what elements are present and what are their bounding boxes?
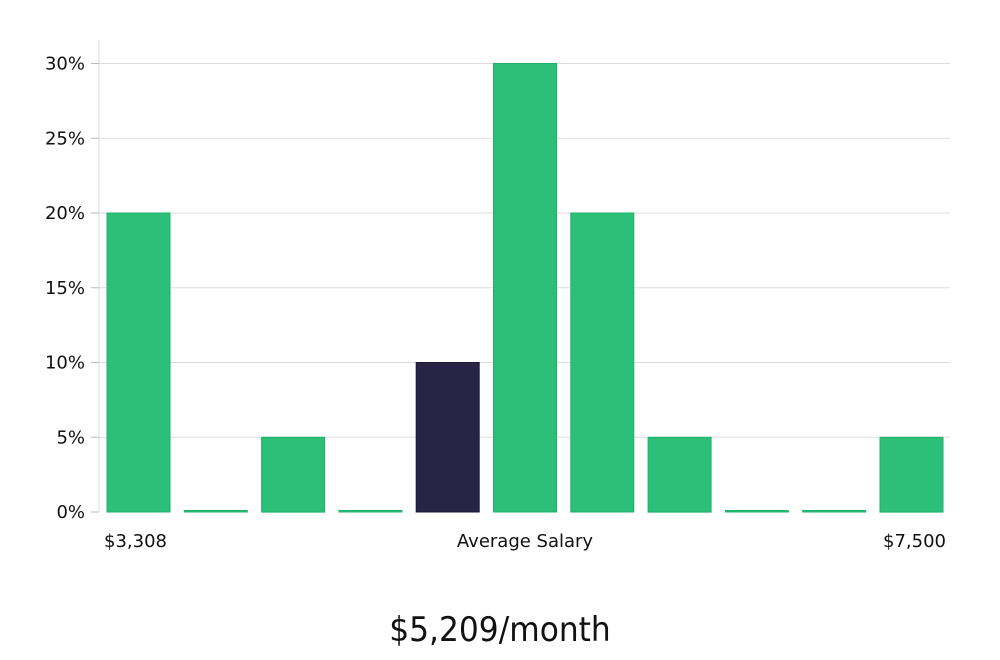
y-axis-ticks: 0% 5% 10% 15% 20% 25% 30% [45,54,99,523]
y-tick-label: 0% [56,502,85,523]
y-tick-label: 30% [45,54,85,75]
x-min-label: $3,308 [104,531,167,552]
x-center-label: Average Salary [457,531,594,552]
bar [183,510,248,513]
bar [802,510,867,513]
y-tick-label: 10% [45,353,85,374]
bar [338,510,403,513]
bar [493,63,557,513]
bar [647,436,712,513]
y-tick-label: 20% [45,203,85,224]
bar [879,436,944,513]
bar [106,212,171,513]
salary-histogram: 0% 5% 10% 15% 20% 25% 30% $3,308 Average Salar… [45,40,950,552]
bars [106,63,944,513]
bar [570,212,635,513]
bar-highlighted [415,362,480,513]
x-max-label: $7,500 [883,531,946,552]
y-tick-label: 5% [56,427,85,448]
bar [261,436,326,513]
y-tick-label: 25% [45,128,85,149]
bar [724,510,789,513]
y-tick-label: 15% [45,278,85,299]
average-salary-amount: $5,209/month [389,610,611,650]
